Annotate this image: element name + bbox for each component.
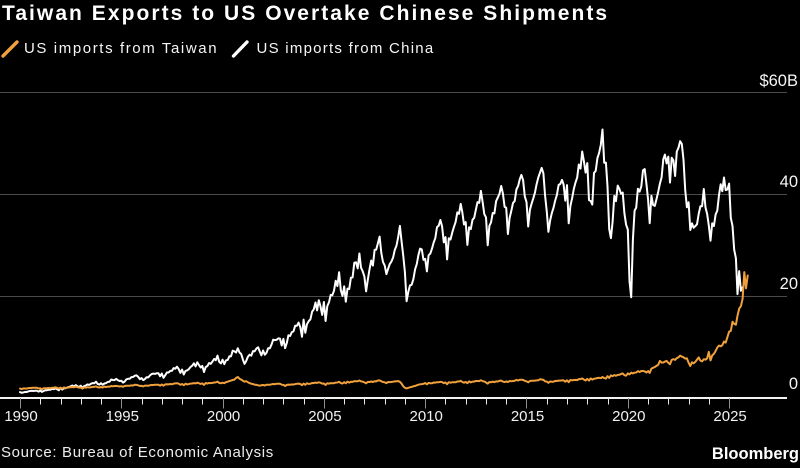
- svg-text:$60B: $60B: [759, 72, 798, 90]
- svg-text:1995: 1995: [106, 408, 139, 425]
- svg-text:2025: 2025: [713, 408, 746, 425]
- svg-text:2000: 2000: [207, 408, 240, 425]
- svg-text:0: 0: [789, 375, 798, 393]
- svg-text:2020: 2020: [612, 408, 645, 425]
- svg-text:20: 20: [780, 275, 798, 293]
- svg-text:2005: 2005: [308, 408, 341, 425]
- svg-text:2015: 2015: [511, 408, 544, 425]
- svg-text:2010: 2010: [410, 408, 443, 425]
- svg-text:40: 40: [780, 173, 798, 191]
- svg-text:1990: 1990: [4, 408, 37, 425]
